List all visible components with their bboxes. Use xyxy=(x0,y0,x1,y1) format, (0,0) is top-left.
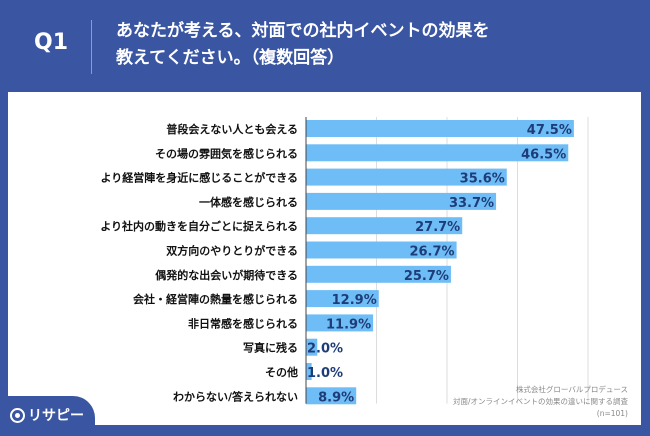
title-line-2: 教えてください。（複数回答） xyxy=(116,48,345,68)
value-label: 35.6% xyxy=(460,172,505,187)
category-label: 双方向のやりとりができる xyxy=(166,244,298,258)
category-label: 偶発的な出会いが期待できる xyxy=(155,268,298,282)
value-label: 27.7% xyxy=(415,220,460,235)
note-survey: 対面/オンラインイベントの効果の違いに関する調査 xyxy=(452,397,628,406)
bar xyxy=(306,144,569,162)
value-label: 25.7% xyxy=(404,269,449,284)
question-title: あなたが考える、対面での社内イベントの効果を 教えてください。（複数回答） xyxy=(116,18,490,72)
value-label: 47.5% xyxy=(527,123,572,138)
value-label: 11.9% xyxy=(326,317,371,332)
bar xyxy=(306,168,507,186)
bar xyxy=(306,120,574,137)
bar xyxy=(306,217,463,235)
value-label: 1.0% xyxy=(307,366,343,381)
note-sample: (n=101) xyxy=(596,409,628,418)
value-label: 12.9% xyxy=(332,293,377,308)
category-label: 会社・経営陣の熱量を感じられる xyxy=(133,292,298,306)
category-label: より経営陣を身近に感じることができる xyxy=(100,171,298,185)
divider xyxy=(91,20,92,74)
bar xyxy=(306,314,374,332)
source-note: 株式会社グローバルプロデュース 対面/オンラインイベントの効果の違いに関する調査… xyxy=(453,384,628,420)
category-label: 非日常感を感じられる xyxy=(188,316,298,330)
category-label: その他 xyxy=(265,365,298,379)
value-label: 46.5% xyxy=(521,147,566,162)
bar xyxy=(306,192,497,210)
category-label: わからない/答えられない xyxy=(173,389,298,403)
category-label: 写真に残る xyxy=(243,341,298,355)
pin-icon xyxy=(10,407,25,423)
question-number: Q1 xyxy=(34,30,69,55)
title-line-1: あなたが考える、対面での社内イベントの効果を xyxy=(116,21,490,41)
bar xyxy=(306,387,357,405)
note-company: 株式会社グローバルプロデュース xyxy=(515,385,628,394)
value-label: 8.9% xyxy=(318,390,354,405)
bar xyxy=(306,363,312,380)
category-label: より社内の動きを自分ごとに捉えられる xyxy=(100,219,298,233)
category-label: その場の雰囲気を感じられる xyxy=(155,146,298,160)
bar xyxy=(306,338,318,356)
logo: リサピー xyxy=(10,405,84,425)
category-label: 普段会えない人とも会える xyxy=(166,122,298,136)
logo-text: リサピー xyxy=(28,408,84,424)
bar xyxy=(306,265,451,283)
value-label: 26.7% xyxy=(409,245,454,260)
value-label: 2.0% xyxy=(307,342,343,357)
bar xyxy=(306,290,379,308)
bar xyxy=(306,241,457,259)
category-label: 一体感を感じられる xyxy=(199,195,298,209)
value-label: 33.7% xyxy=(449,196,494,211)
